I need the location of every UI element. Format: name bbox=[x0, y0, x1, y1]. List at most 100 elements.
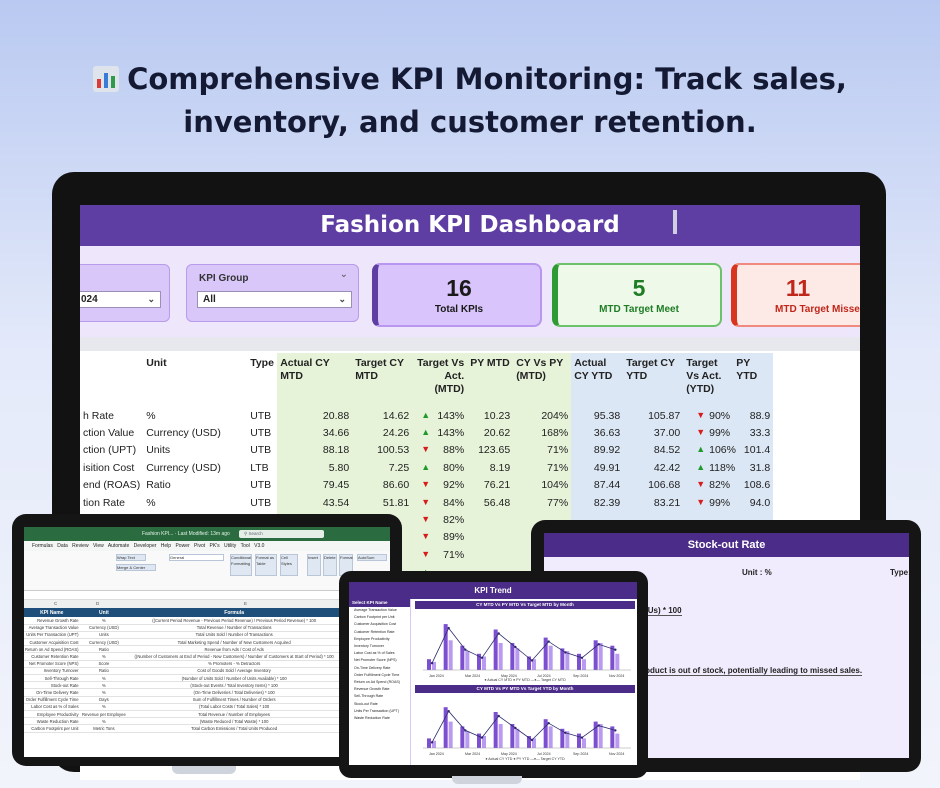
excel-row[interactable]: Labor Cost as % of Sales% (Total Labor Co… bbox=[24, 703, 340, 711]
excel-cell[interactable]: Ratio bbox=[79, 667, 129, 676]
kpi-list-item[interactable]: Waste Reduction Rate bbox=[354, 716, 390, 721]
excel-row[interactable]: On-Time Delivery Rate% (On-Time Deliverie… bbox=[24, 688, 340, 697]
kpi-list-item[interactable]: Customer Retention Rate bbox=[354, 629, 395, 634]
excel-cell[interactable]: Currency (USD) bbox=[79, 624, 129, 632]
excel-cell[interactable]: Employee Productivity bbox=[24, 710, 80, 719]
excel-cell[interactable]: % bbox=[79, 703, 129, 711]
wrap-text-button[interactable]: Wrap Text bbox=[116, 554, 146, 561]
excel-row[interactable]: Revenue Growth Rate% ((Current Period Rev… bbox=[24, 617, 340, 625]
kpi-list-item[interactable]: Employee Productivity bbox=[354, 636, 390, 641]
kpi-list-item[interactable]: Units Per Transaction (UPT) bbox=[354, 708, 399, 713]
cell-styles-button[interactable]: Cell Styles bbox=[280, 554, 298, 576]
excel-cell[interactable]: Total Revenue / Number of Transactions bbox=[128, 624, 340, 632]
excel-cell[interactable]: Metric Tons bbox=[79, 724, 129, 733]
excel-row[interactable]: Customer Retention Rate% ((Number of Cust… bbox=[24, 652, 340, 661]
excel-cell[interactable]: Total Carbon Emissions / Total Units Pro… bbox=[128, 724, 340, 733]
excel-row[interactable]: Stock-out Rate% (Stock-out Events / Total… bbox=[24, 681, 340, 690]
excel-row[interactable]: Inventory Turnover Ratio Cost of Goods Sol… bbox=[24, 667, 340, 676]
excel-cell[interactable]: Labor Cost as % of Sales bbox=[24, 703, 80, 711]
excel-row[interactable]: Return on Ad Spend (ROAS) Ratio Revenue fr… bbox=[24, 645, 340, 654]
delete-button[interactable]: Delete bbox=[323, 554, 337, 576]
conditional-formatting-button[interactable]: Conditional Formatting bbox=[230, 554, 252, 576]
chevron-down-icon[interactable]: ⌄ bbox=[339, 269, 348, 280]
excel-cell[interactable]: Stock-out Rate bbox=[24, 681, 80, 690]
kpi-row[interactable]: end (ROAS) Ratio UTB 79.45 86.60 ▼ 92% 76.21 104… bbox=[80, 476, 774, 494]
excel-row[interactable]: Net Promoter Score (NPS) Score% Promoters… bbox=[24, 660, 340, 668]
excel-row[interactable]: Average Transaction Value Currency (USD) T… bbox=[24, 624, 340, 632]
excel-row[interactable]: Order Fulfillment Cycle Time Days Sum of F… bbox=[24, 696, 340, 704]
excel-cell[interactable]: Total Revenue / Number of Employees bbox=[128, 710, 340, 719]
excel-menu-bar[interactable]: Formulas Data Review View Automate Devel… bbox=[24, 541, 390, 551]
excel-cell[interactable]: Revenue from Ads / Cost of Ads bbox=[128, 645, 340, 654]
kpi-list-item[interactable]: Stock-out Rate bbox=[354, 701, 378, 706]
excel-cell[interactable]: (Waste Reduced / Total Waste) * 100 bbox=[128, 717, 340, 726]
kpi-group-select[interactable]: All ⌄ bbox=[197, 291, 352, 308]
excel-cell[interactable]: On-Time Delivery Rate bbox=[24, 688, 80, 697]
excel-cell[interactable]: Score bbox=[79, 660, 129, 668]
excel-cell[interactable]: Units bbox=[79, 631, 129, 640]
kpi-row[interactable]: ction (UPT) Units UTB 88.18 100.53 ▼ 88% 123.65… bbox=[80, 441, 774, 460]
excel-row[interactable]: Carbon Footprint per Unit Metric Tons Tota… bbox=[24, 724, 340, 733]
excel-row[interactable]: Units Per Transaction (UPT) Units Total Un… bbox=[24, 631, 340, 640]
excel-cell[interactable]: (Stock-out Events / Total Inventory Item… bbox=[128, 681, 340, 690]
kpi-row[interactable]: isition Cost Currency (USD) LTB 5.80 7.25 ▲ 80… bbox=[80, 459, 774, 477]
insert-button[interactable]: Insert bbox=[307, 554, 321, 576]
excel-cell[interactable]: (Total Labor Costs / Total Sales) * 100 bbox=[128, 703, 340, 711]
excel-cell[interactable]: % bbox=[79, 652, 129, 661]
excel-row[interactable]: Sell-Through Rate% (Number of Units Sold … bbox=[24, 674, 340, 683]
excel-cell[interactable]: % bbox=[79, 688, 129, 697]
excel-cell[interactable]: Return on Ad Spend (ROAS) bbox=[24, 645, 80, 654]
excel-cell[interactable]: Currency (USD) bbox=[79, 638, 129, 647]
excel-cell[interactable]: Cost of Goods Sold / Average Inventory bbox=[128, 667, 340, 676]
excel-cell[interactable]: (Number of Units Sold / Number of Units … bbox=[128, 674, 340, 683]
kpi-list-item[interactable]: Net Promoter Score (NPS) bbox=[354, 658, 397, 663]
excel-cell[interactable]: (On-Time Deliveries / Total Deliveries) … bbox=[128, 688, 340, 697]
kpi-list-item[interactable]: Sell-Through Rate bbox=[354, 694, 384, 699]
excel-row[interactable]: Employee Productivity Revenue per Employe… bbox=[24, 710, 340, 719]
kpi-list-item[interactable]: Labor Cost as % of Sales bbox=[354, 651, 395, 656]
excel-row[interactable]: Waste Reduction Rate% (Waste Reduced / To… bbox=[24, 717, 340, 726]
excel-cell[interactable]: Total Units Sold / Number of Transaction… bbox=[128, 631, 340, 640]
excel-row[interactable]: Customer Acquisition Cost Currency (USD) T… bbox=[24, 638, 340, 647]
excel-cell[interactable]: Days bbox=[79, 696, 129, 704]
excel-cell[interactable]: Carbon Footprint per Unit bbox=[24, 724, 80, 733]
kpi-list-item[interactable]: Order Fulfillment Cycle Time bbox=[354, 672, 400, 677]
kpi-list-item[interactable]: Average Transaction Value bbox=[354, 608, 397, 612]
excel-cell[interactable]: Customer Acquisition Cost bbox=[24, 638, 80, 647]
excel-cell[interactable]: Average Transaction Value bbox=[24, 624, 80, 632]
excel-cell[interactable]: Total Marketing Spend / Number of New Cu… bbox=[128, 638, 340, 647]
excel-cell[interactable]: % bbox=[79, 717, 129, 726]
kpi-row[interactable]: h Rate% UTB 20.88 14.62 ▲ 143% 10.23 204% 95.38 1… bbox=[80, 407, 774, 425]
excel-cell[interactable]: Revenue Growth Rate bbox=[24, 617, 80, 625]
format-as-table-button[interactable]: Format as Table bbox=[255, 554, 277, 576]
excel-cell[interactable]: Inventory Turnover bbox=[24, 667, 80, 676]
excel-cell[interactable]: Ratio bbox=[79, 645, 129, 654]
excel-cell[interactable]: Units Per Transaction (UPT) bbox=[24, 631, 80, 640]
kpi-list-item[interactable]: Revenue Growth Rate bbox=[354, 687, 390, 692]
merge-center-button[interactable]: Merge & Center bbox=[116, 564, 156, 571]
kpi-row[interactable]: tion Rate% UTB 43.54 51.81 ▼ 84% 56.48 77% 82.39… bbox=[80, 493, 774, 512]
number-format-select[interactable]: General bbox=[169, 554, 224, 561]
excel-cell[interactable]: Sum of Fulfillment Times / Number of Ord… bbox=[128, 696, 340, 704]
excel-cell[interactable]: % bbox=[79, 681, 129, 690]
excel-search-input[interactable]: ⚲ Search bbox=[239, 530, 324, 538]
excel-cell[interactable]: ((Current Period Revenue - Previous Peri… bbox=[128, 617, 340, 625]
excel-cell[interactable]: Customer Retention Rate bbox=[24, 652, 80, 661]
kpi-list-item[interactable]: Return on Ad Spend (ROAS) bbox=[354, 680, 400, 685]
excel-cell[interactable]: ((Number of Customers at End of Period -… bbox=[128, 652, 340, 661]
excel-cell[interactable]: % Promoters - % Detractors bbox=[128, 660, 340, 668]
formula-bar[interactable] bbox=[24, 591, 390, 600]
kpi-row[interactable]: ction Value Currency (USD) UTB 34.66 24.26 ▲ 1… bbox=[80, 424, 774, 442]
kpi-list-item[interactable]: Carbon Footprint per Unit bbox=[354, 615, 395, 620]
excel-cell[interactable]: % bbox=[79, 617, 129, 625]
excel-cell[interactable]: Revenue per Employee bbox=[79, 710, 129, 719]
excel-cell[interactable]: Sell-Through Rate bbox=[24, 674, 80, 683]
excel-cell[interactable]: Order Fulfillment Cycle Time bbox=[24, 696, 80, 704]
kpi-list-item[interactable]: Customer Acquisition Cost bbox=[354, 622, 397, 627]
kpi-list-item[interactable]: On-Time Delivery Rate bbox=[354, 665, 391, 670]
year-select[interactable]: 024 ⌄ bbox=[80, 291, 161, 308]
kpi-list-item[interactable]: Inventory Turnover bbox=[354, 644, 384, 649]
autosum-button[interactable]: AutoSum bbox=[357, 554, 387, 561]
excel-cell[interactable]: % bbox=[79, 674, 129, 683]
excel-cell[interactable]: Waste Reduction Rate bbox=[24, 717, 80, 726]
